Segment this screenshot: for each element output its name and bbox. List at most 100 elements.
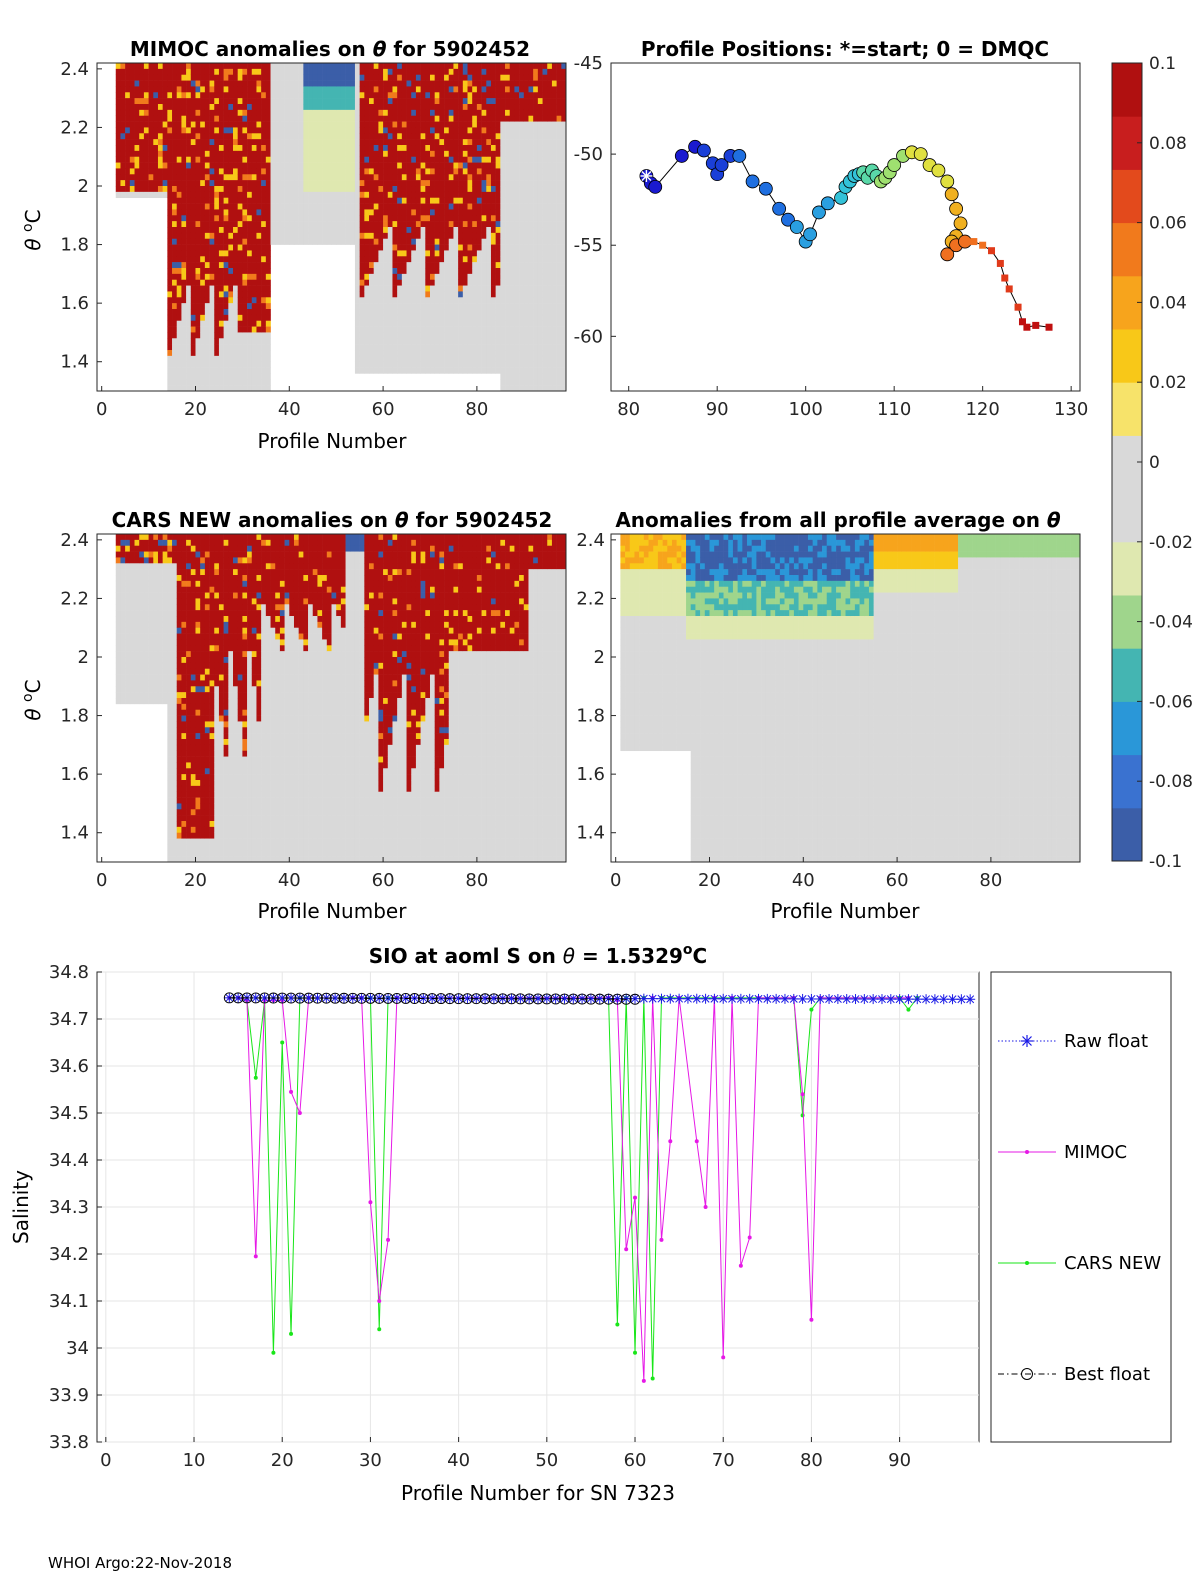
heat-cell [556,145,562,152]
heat-cell [533,133,539,140]
heat-cell [415,291,421,298]
heat-cell [336,232,342,240]
heat-cell [139,657,145,664]
heat-cell [176,268,182,275]
heat-cell [505,104,511,111]
heat-cell [214,373,220,380]
heat-cell [439,314,445,322]
heat-cell [458,209,464,216]
heat-cell [176,250,182,257]
heat-cell [500,361,506,368]
heat-cell [181,332,187,339]
heat-cell [387,104,393,111]
heat-cell [533,297,539,304]
heat-cell [505,145,511,152]
heat-cell [495,344,501,351]
heat-cell [448,92,454,99]
heat-cell [561,180,567,187]
heat-cell [139,633,145,640]
heat-cell [209,80,215,87]
heat-cell [514,168,520,175]
heat-cell [462,127,468,134]
heat-cell [242,221,248,228]
heat-cell [326,197,332,204]
heat-cell [223,279,229,286]
heat-cell [251,355,257,363]
heat-cell [115,680,121,687]
heat-cell [172,238,178,245]
heat-cell [167,657,173,664]
heat-cell [411,162,417,169]
heat-cell [204,326,210,333]
heat-cell [223,104,229,111]
heat-cell [190,203,196,210]
heat-cell [542,379,548,386]
heat-cell [467,244,473,251]
heat-cell [369,162,375,169]
heat-cell [439,291,445,298]
heat-cell [247,139,253,146]
heat-cell [467,203,473,210]
heat-cell [190,320,196,327]
heat-cell [378,139,384,146]
heat-cell [458,150,464,158]
heat-cell [383,250,389,257]
x-ticks-positions: 80 90 100 110 120 130 [617,386,1088,420]
heat-cell [462,314,468,322]
heat-cell [172,227,178,234]
heat-cell [495,244,501,251]
heat-cell [181,238,187,245]
heat-cell [289,215,295,222]
heat-cell [354,180,360,187]
heat-cell [425,227,431,234]
heat-cell [233,197,238,204]
heat-cell [505,68,511,76]
heat-cell [275,215,281,222]
heat-cell [148,563,154,570]
heat-cell [153,63,159,70]
heat-cell [261,291,267,298]
heat-cell [162,127,168,134]
heat-cell [172,326,178,333]
heat-cell [139,68,145,76]
heat-cell [270,203,276,210]
heat-cell [167,563,173,570]
heat-cell [195,232,201,240]
heat-cell [350,168,356,175]
heat-cell [186,80,192,87]
heat-cell [293,86,299,93]
heat-cell [509,232,515,240]
heat-cell [125,563,131,570]
heat-cell [186,133,192,140]
heat-cell [495,215,501,222]
heat-cell [120,586,126,593]
heat-cell [551,227,557,234]
heat-cell [167,168,173,175]
heat-cell [265,361,271,368]
heat-cell [120,575,126,582]
heat-cell [157,174,163,181]
heat-cell [312,203,318,210]
heat-cell [204,139,210,146]
heat-cell [195,115,201,122]
heat-cell [172,133,178,140]
heat-cell [448,68,454,76]
heat-cell [519,285,525,292]
heat-cell [528,162,534,169]
heat-cell [444,285,450,292]
heat-cell [218,379,224,386]
heat-cell [561,227,567,234]
heat-cell [481,133,487,140]
heat-cell [172,361,178,368]
heat-cell [186,332,192,339]
heat-cell [233,162,238,169]
heat-cell [209,291,215,298]
heat-cell [265,191,271,199]
heat-cell [392,238,398,245]
heat-cell [172,367,178,374]
heat-cell [195,355,201,363]
heat-cell [514,145,520,152]
heat-cell [458,279,464,286]
heat-cell [143,115,149,122]
heat-cell [120,121,126,128]
